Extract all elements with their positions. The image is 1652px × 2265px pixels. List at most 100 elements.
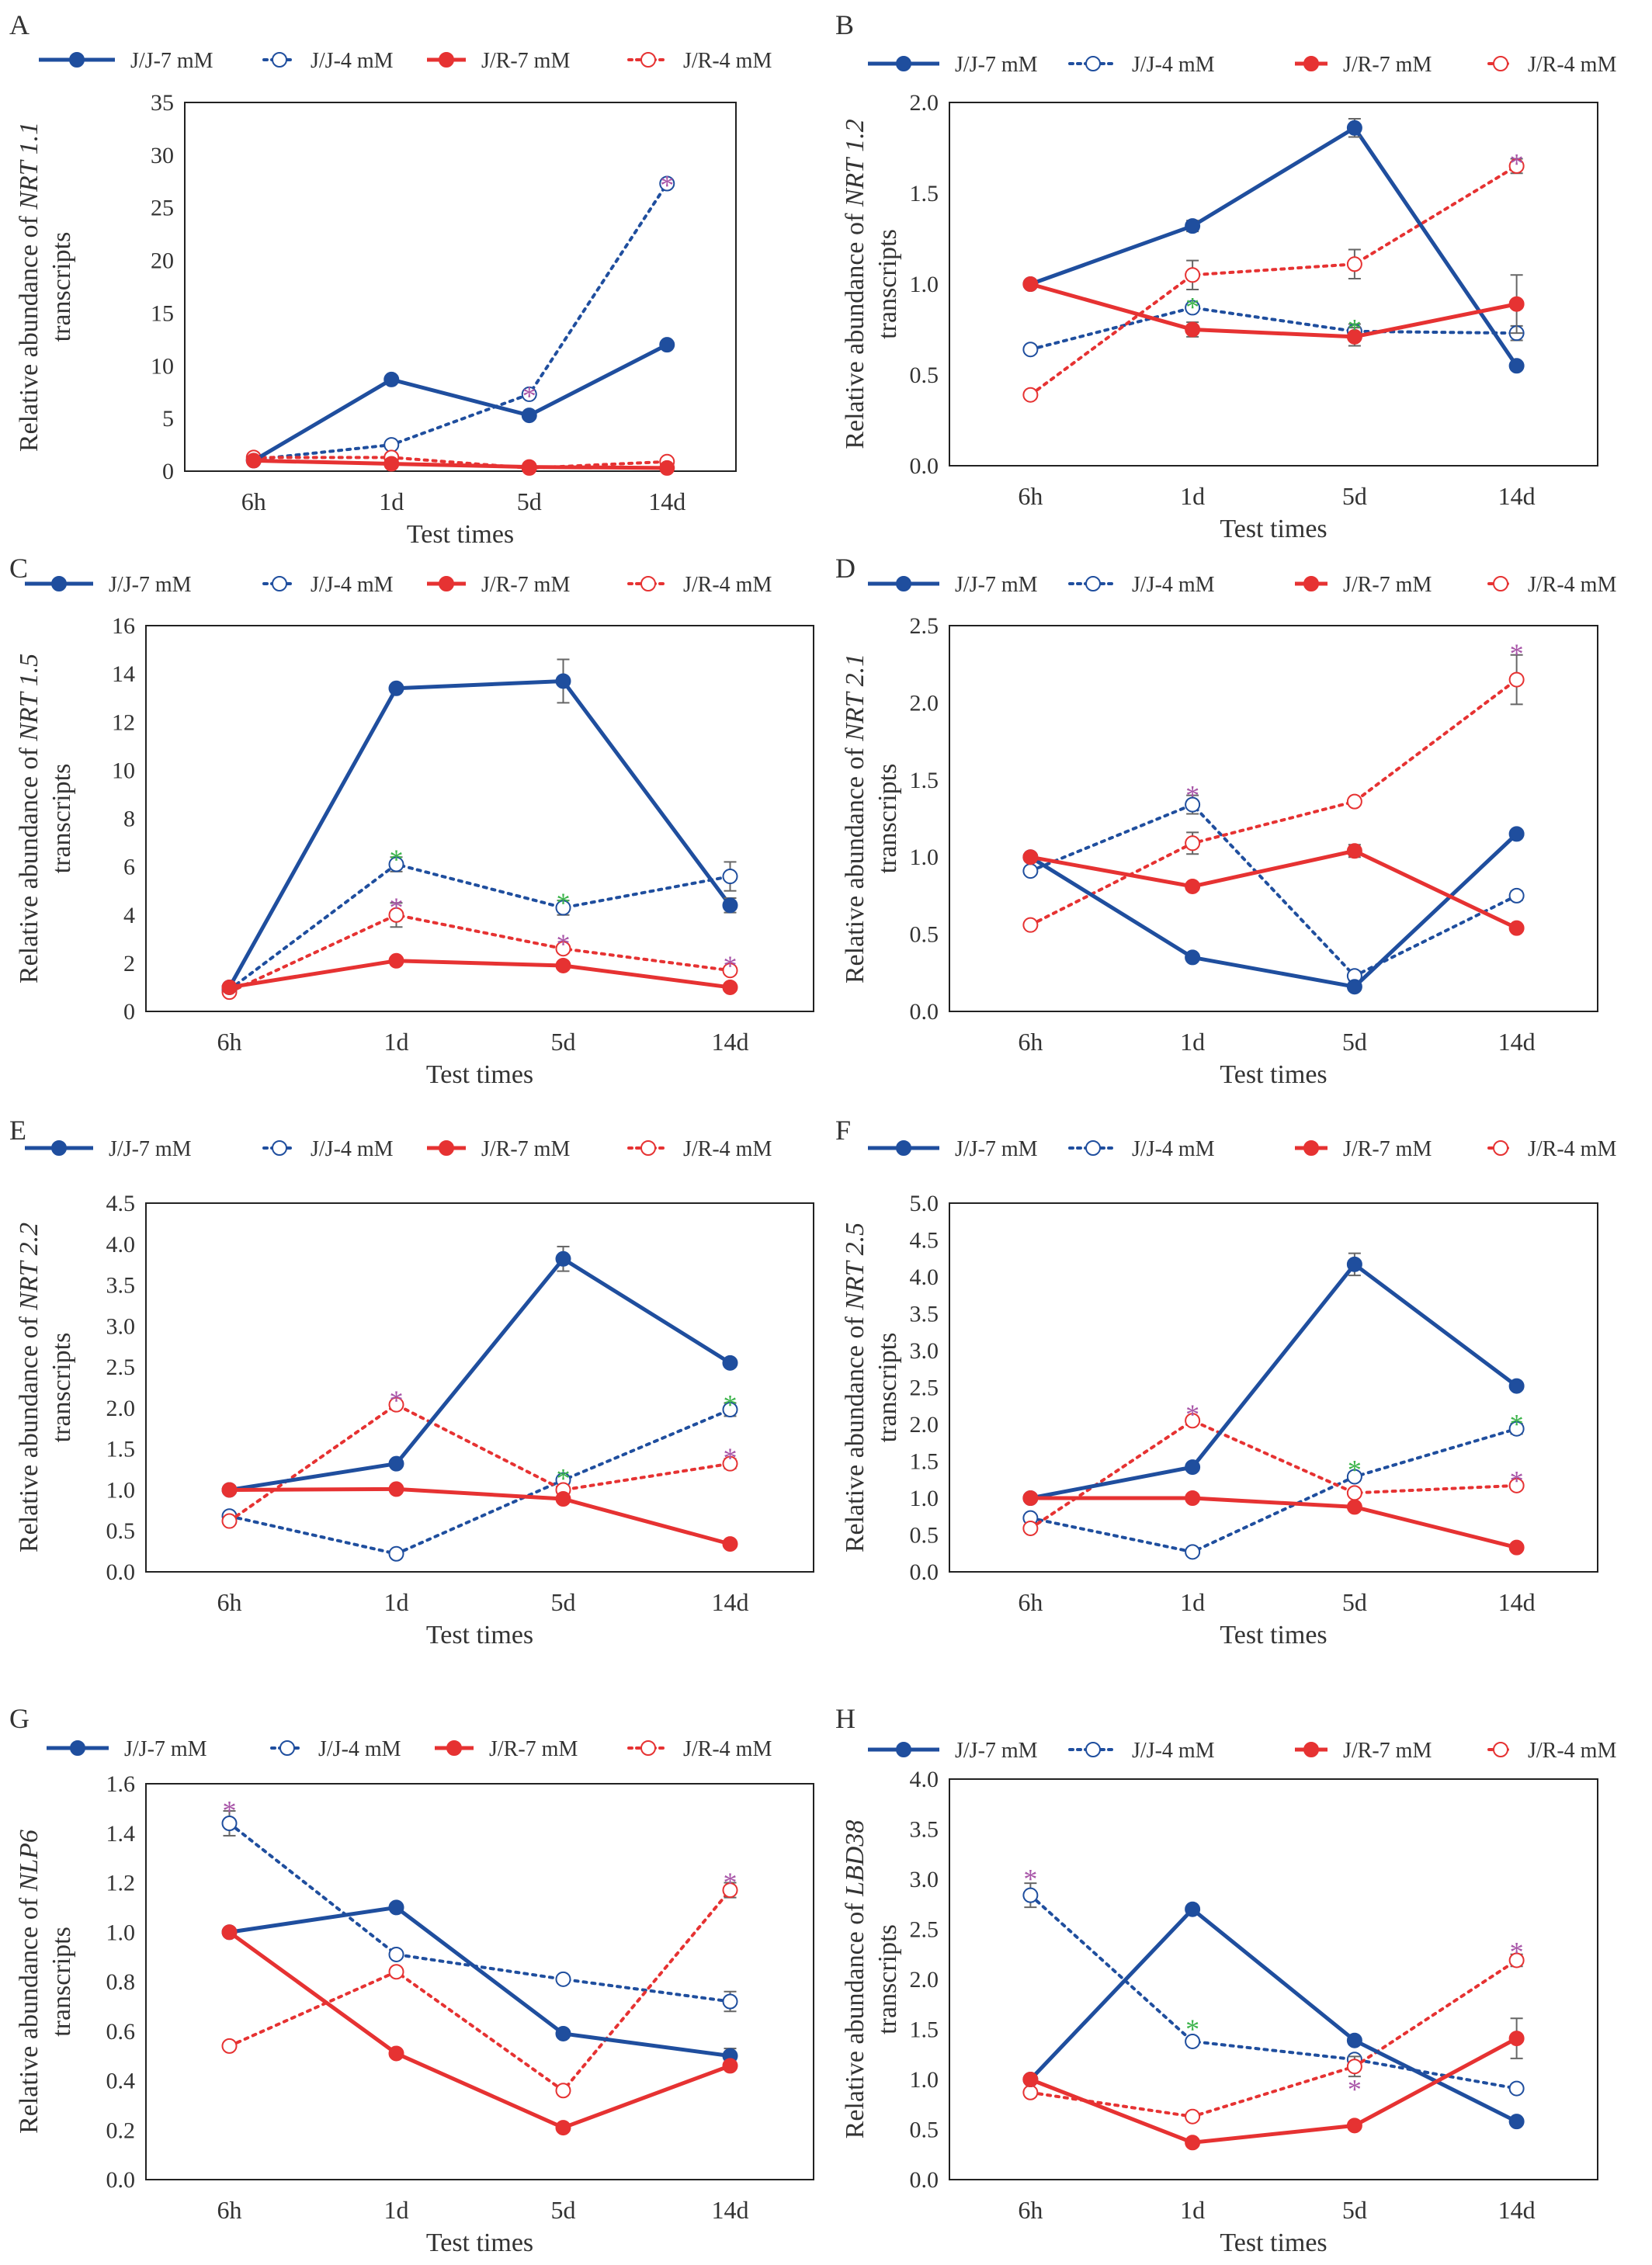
series-line	[227, 1257, 732, 1492]
legend-item: J/R-7 mM	[1295, 1739, 1432, 1763]
y-tick-label: 8	[123, 806, 135, 832]
y-axis-label: Relative abundance of NRT 1.2	[841, 119, 869, 449]
series-line	[252, 456, 669, 470]
y-tick-label: 1.0	[910, 845, 939, 870]
data-point	[388, 952, 404, 969]
chart-panel-g: G J/J-7 mM J/J-4 mM J/R-7 mM J/R-4 mM 0.0 0.2 0…	[9, 1703, 814, 2257]
x-tick-label: 5d	[1342, 2196, 1367, 2224]
series-line	[227, 959, 732, 990]
legend-item: J/R-7 mM	[427, 49, 570, 73]
y-tick-label: 0.5	[910, 2118, 939, 2143]
legend-item: J/R-4 mM	[1487, 573, 1616, 597]
data-point	[1346, 120, 1362, 136]
data-point	[1508, 158, 1525, 174]
series-j-r-7-mm	[1022, 1490, 1525, 1556]
y-tick-label: 3.5	[106, 1273, 136, 1299]
y-axis-label: Relative abundance of NRT 1.1	[15, 122, 43, 452]
data-point	[555, 957, 571, 973]
significance-star: *	[390, 844, 404, 875]
legend-marker	[1493, 1140, 1508, 1156]
series-line	[1029, 164, 1518, 397]
y-tick-label: 2.5	[910, 613, 939, 639]
data-point	[1508, 1420, 1525, 1437]
data-point	[722, 1402, 738, 1417]
data-point	[1185, 1544, 1201, 1560]
data-point	[1508, 1539, 1525, 1556]
y-tick-label: 0.5	[106, 1518, 136, 1544]
y-tick-label: 20	[151, 248, 174, 274]
x-tick-label: 1d	[384, 2196, 409, 2224]
data-point	[722, 869, 738, 885]
x-tick-label: 5d	[517, 487, 542, 515]
x-axis-label: Test times	[426, 1060, 533, 1089]
series-j-j-4-mm	[1022, 300, 1525, 358]
legend: J/J-7 mM J/J-4 mM J/R-7 mM J/R-4 mM	[868, 573, 1616, 597]
legend: J/J-7 mM J/J-4 mM J/R-7 mM J/R-4 mM	[25, 1137, 772, 1161]
legend-marker	[640, 52, 656, 68]
y-axis-label: Relative abundance of NRT 2.5	[841, 1223, 869, 1552]
y-tick-label: 10	[112, 758, 135, 783]
data-point	[1508, 296, 1525, 312]
legend-label: J/R-7 mM	[481, 573, 570, 597]
legend-label: J/R-7 mM	[1343, 1137, 1432, 1161]
x-tick-label: 14d	[1498, 1588, 1536, 1616]
y-tick-label: 1.0	[910, 2067, 939, 2093]
y-axis-label-gene: LBD38	[841, 1820, 869, 1897]
x-tick-label: 5d	[1342, 482, 1367, 510]
x-axis-label: Test times	[1220, 2229, 1327, 2257]
x-tick-label: 5d	[551, 1028, 576, 1056]
significance-star: *	[557, 1462, 571, 1493]
data-point	[1185, 267, 1201, 283]
legend-label: J/R-7 mM	[489, 1737, 578, 1761]
y-axis-label: Relative abundance of NRT 2.1	[841, 654, 869, 983]
data-point	[1508, 1952, 1525, 1968]
y-tick-label: 3.0	[106, 1313, 136, 1339]
y-tick-label: 2.0	[910, 1412, 939, 1438]
x-tick-label: 6h	[217, 1588, 242, 1616]
data-point	[1346, 979, 1362, 995]
data-point	[722, 963, 738, 979]
series-line	[227, 1905, 732, 2059]
legend-label: J/R-7 mM	[1343, 1739, 1432, 1763]
legend-label: J/R-7 mM	[481, 49, 570, 73]
chart-panel-h: H J/J-7 mM J/J-4 mM J/R-7 mM J/R-4 mM 0.0 0.5 1…	[835, 1703, 1616, 2257]
series-j-j-7-mm	[1022, 1252, 1525, 1506]
y-tick-label: 2.0	[910, 1967, 939, 1993]
legend-marker	[640, 1740, 656, 1756]
legend-marker	[279, 1740, 295, 1756]
series-j-r-4-mm	[1022, 1413, 1525, 1536]
data-point	[1346, 1469, 1362, 1485]
series-j-r-7-mm	[1022, 843, 1525, 936]
data-point	[1508, 2114, 1525, 2130]
series-line	[252, 458, 669, 470]
legend-item: J/R-4 mM	[627, 1737, 772, 1761]
y-tick-label: 0.0	[106, 2167, 136, 2193]
data-point	[521, 408, 537, 424]
data-point	[722, 1993, 738, 2010]
legend-marker	[69, 52, 85, 68]
legend-marker	[1085, 1742, 1101, 1757]
chart-panel-e: E J/J-7 mM J/J-4 mM J/R-7 mM J/R-4 mM 0.0 0.5 1…	[9, 1115, 814, 1649]
series-j-j-4-mm	[221, 856, 738, 998]
series-line	[227, 678, 732, 990]
data-point	[1185, 1413, 1201, 1429]
x-tick-label: 1d	[379, 487, 404, 515]
series-line	[1029, 803, 1518, 978]
data-point	[659, 175, 675, 192]
y-tick-label: 16	[112, 613, 135, 639]
series-j-j-4-mm	[221, 1810, 738, 2013]
x-tick-label: 6h	[1018, 1588, 1043, 1616]
data-point	[388, 856, 404, 872]
y-tick-label: 0.5	[910, 362, 939, 388]
panel-label: G	[9, 1703, 30, 1734]
legend-marker	[1303, 56, 1319, 71]
legend-label: J/J-4 mM	[1132, 573, 1215, 597]
y-axis-label: Relative abundance of LBD38	[841, 1820, 869, 2139]
data-point	[1022, 1490, 1039, 1506]
data-point	[1022, 849, 1039, 865]
y-tick-label: 10	[151, 353, 174, 379]
y-tick-label: 30	[151, 143, 174, 168]
legend-marker	[272, 52, 287, 68]
legend-marker	[1493, 56, 1508, 71]
legend-marker	[896, 576, 911, 591]
